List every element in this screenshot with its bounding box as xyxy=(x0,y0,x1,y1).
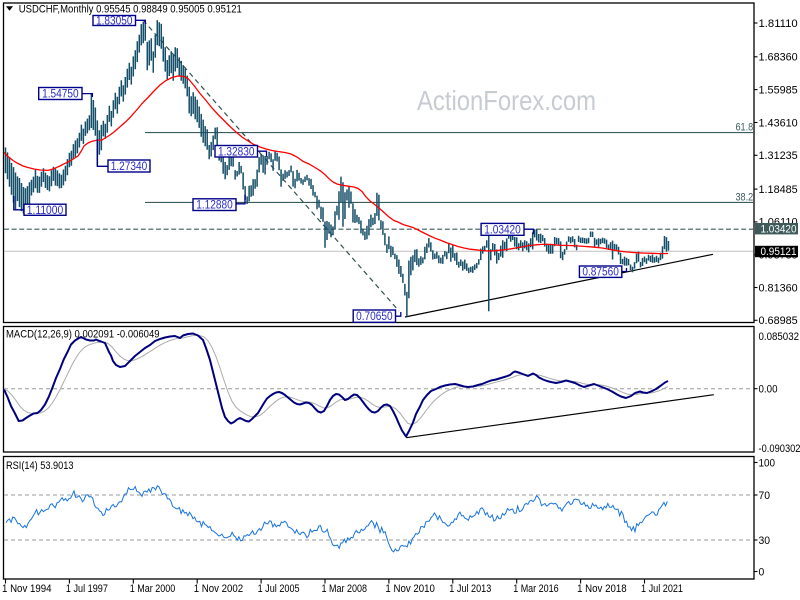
svg-text:1 Mar 2008: 1 Mar 2008 xyxy=(322,583,368,595)
svg-text:1.27340: 1.27340 xyxy=(111,161,148,173)
svg-text:1.03420: 1.03420 xyxy=(484,224,521,236)
svg-text:1 Jul 2013: 1 Jul 2013 xyxy=(449,583,491,595)
svg-text:1 Mar 2016: 1 Mar 2016 xyxy=(513,583,559,595)
svg-text:0.68985: 0.68985 xyxy=(759,315,798,327)
svg-text:0.70650: 0.70650 xyxy=(356,311,393,323)
svg-text:1 Jul 1997: 1 Jul 1997 xyxy=(66,583,108,595)
svg-text:30: 30 xyxy=(759,535,771,547)
svg-text:1.81110: 1.81110 xyxy=(759,18,798,30)
svg-text:38.2: 38.2 xyxy=(736,191,754,203)
svg-text:1 Jul 2005: 1 Jul 2005 xyxy=(258,583,300,595)
svg-text:0.085032: 0.085032 xyxy=(759,331,800,343)
svg-text:1 Jul 2021: 1 Jul 2021 xyxy=(641,583,683,595)
svg-text:1.32830: 1.32830 xyxy=(218,146,255,158)
svg-text:100: 100 xyxy=(759,457,776,469)
svg-text:0.81360: 0.81360 xyxy=(759,282,798,294)
svg-text:1.03420: 1.03420 xyxy=(761,224,797,236)
svg-text:1.83050: 1.83050 xyxy=(96,16,133,28)
svg-text:MACD(12,26,9) 0.002091 -0.0060: MACD(12,26,9) 0.002091 -0.006049 xyxy=(6,329,160,341)
svg-text:1.54750: 1.54750 xyxy=(42,89,79,101)
svg-text:1.18485: 1.18485 xyxy=(759,184,798,196)
svg-text:1.68360: 1.68360 xyxy=(759,52,798,64)
svg-text:1 Nov 2018: 1 Nov 2018 xyxy=(577,583,627,595)
svg-text:RSI(14) 53.9013: RSI(14) 53.9013 xyxy=(6,460,74,472)
svg-text:0.95121: 0.95121 xyxy=(761,246,797,258)
svg-text:1.31235: 1.31235 xyxy=(759,150,798,162)
svg-text:1 Nov 2002: 1 Nov 2002 xyxy=(194,583,244,595)
svg-text:1 Nov 2010: 1 Nov 2010 xyxy=(385,583,435,595)
svg-text:1 Mar 2000: 1 Mar 2000 xyxy=(130,583,176,595)
svg-text:0.00: 0.00 xyxy=(759,384,778,396)
svg-text:1.43610: 1.43610 xyxy=(759,117,798,129)
svg-text:-0.090302: -0.090302 xyxy=(759,443,800,455)
svg-text:61.8: 61.8 xyxy=(736,122,754,134)
svg-text:1.55985: 1.55985 xyxy=(759,84,798,96)
svg-text:0.87560: 0.87560 xyxy=(582,267,619,279)
svg-text:1.11000: 1.11000 xyxy=(27,205,64,217)
svg-text:USDCHF,Monthly 0.95545 0.9884: USDCHF,Monthly 0.95545 0.98849 0.95005 0… xyxy=(19,3,242,15)
svg-text:70: 70 xyxy=(759,490,771,502)
svg-text:1.12880: 1.12880 xyxy=(196,200,233,212)
svg-text:1 Nov 1994: 1 Nov 1994 xyxy=(2,583,52,595)
svg-text:ActionForex.com: ActionForex.com xyxy=(417,85,596,116)
svg-text:0: 0 xyxy=(759,566,765,578)
